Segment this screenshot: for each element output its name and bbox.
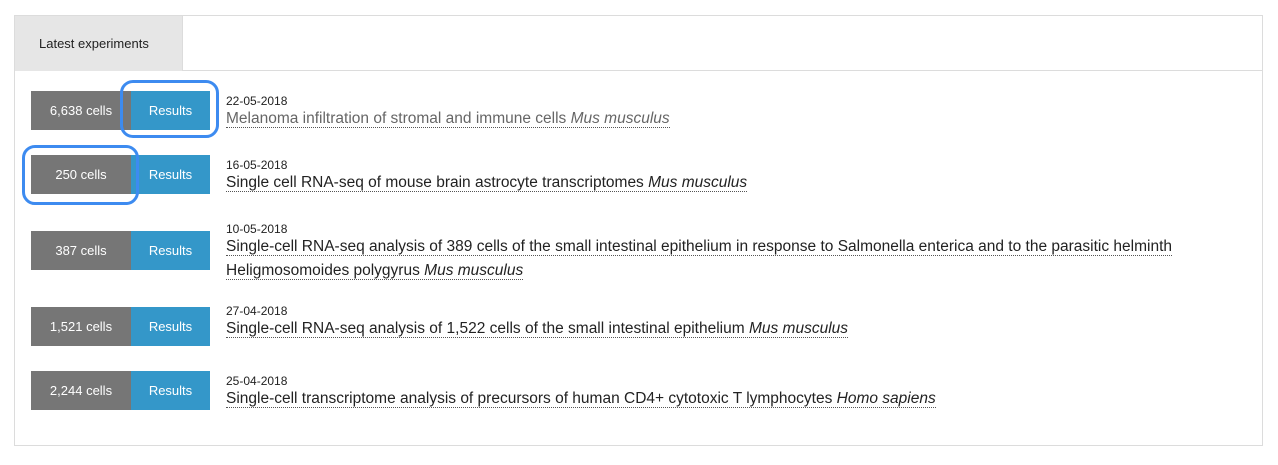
results-button[interactable]: Results [131, 91, 210, 130]
experiment-link[interactable]: Single-cell RNA-seq analysis of 389 cell… [226, 238, 1172, 280]
cells-count-button[interactable]: 6,638 cells [31, 91, 131, 130]
experiment-link[interactable]: Single-cell transcriptome analysis of pr… [226, 390, 936, 408]
experiment-title-text: Single cell RNA-seq of mouse brain astro… [226, 174, 644, 191]
experiment-title: Single cell RNA-seq of mouse brain astro… [226, 171, 1226, 195]
experiment-species: Mus musculus [424, 262, 524, 279]
experiment-link[interactable]: Melanoma infiltration of stromal and imm… [226, 110, 670, 128]
experiment-species: Homo sapiens [836, 390, 936, 407]
experiment-date: 25-04-2018 [226, 374, 288, 388]
experiment-link[interactable]: Single cell RNA-seq of mouse brain astro… [226, 174, 748, 192]
experiment-date: 27-04-2018 [226, 304, 288, 318]
list-item: 2,244 cells Results 25-04-2018 Single-ce… [31, 371, 1246, 431]
results-button[interactable]: Results [131, 231, 210, 270]
results-button[interactable]: Results [131, 155, 210, 194]
experiment-title: Single-cell RNA-seq analysis of 1,522 ce… [226, 317, 1226, 341]
cells-count-button[interactable]: 387 cells [31, 231, 131, 270]
experiment-title-text: Single-cell transcriptome analysis of pr… [226, 390, 833, 407]
tab-latest-experiments[interactable]: Latest experiments [15, 16, 183, 71]
experiment-title-text: Single-cell RNA-seq analysis of 1,522 ce… [226, 320, 745, 337]
experiment-link[interactable]: Single-cell RNA-seq analysis of 1,522 ce… [226, 320, 849, 338]
experiment-title-text: Single-cell RNA-seq analysis of 389 cell… [226, 238, 1172, 279]
list-item: 387 cells Results 10-05-2018 Single-cell… [31, 222, 1246, 303]
cells-count-button[interactable]: 250 cells [31, 155, 131, 194]
cells-count-button[interactable]: 1,521 cells [31, 307, 131, 346]
results-button[interactable]: Results [131, 307, 210, 346]
experiment-species: Mus musculus [648, 174, 748, 191]
list-item: 1,521 cells Results 27-04-2018 Single-ce… [31, 304, 1246, 367]
experiment-title: Single-cell RNA-seq analysis of 389 cell… [226, 235, 1226, 283]
experiment-species: Mus musculus [570, 110, 670, 127]
experiment-title: Melanoma infiltration of stromal and imm… [226, 107, 1226, 131]
experiment-species: Mus musculus [748, 320, 849, 337]
cells-count-button[interactable]: 2,244 cells [31, 371, 131, 410]
experiment-title: Single-cell transcriptome analysis of pr… [226, 387, 1226, 411]
list-item: 6,638 cells Results 22-05-2018 Melanoma … [31, 91, 1246, 151]
list-item: 250 cells Results 16-05-2018 Single cell… [31, 155, 1246, 215]
experiment-title-text: Melanoma infiltration of stromal and imm… [226, 110, 567, 127]
tab-bar: Latest experiments [15, 16, 1262, 71]
latest-experiments-panel: Latest experiments 6,638 cells Results 2… [14, 15, 1263, 446]
experiment-date: 22-05-2018 [226, 94, 288, 108]
experiment-date: 10-05-2018 [226, 222, 288, 236]
results-button[interactable]: Results [131, 371, 210, 410]
experiment-date: 16-05-2018 [226, 158, 288, 172]
